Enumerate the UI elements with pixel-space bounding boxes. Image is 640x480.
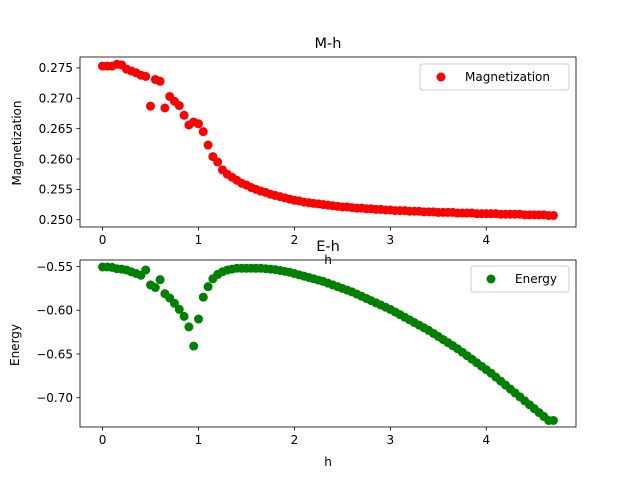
plot-mh: M-h Magnetization 0 1 2 3 4 0.250 0.255 0.260 0.… — [10, 36, 577, 267]
data-point — [198, 127, 208, 137]
data-point — [169, 298, 179, 308]
y-tick-label: −0.60 — [36, 304, 73, 318]
data-point — [203, 282, 213, 292]
x-tick-label: 0 — [99, 233, 107, 247]
data-point — [146, 101, 156, 111]
data-point — [193, 119, 203, 129]
plot-title-eh: E-h — [316, 239, 340, 255]
plot-eh: E-h Energy 0 1 2 3 4 −0.70 −0.65 −0.60 −0.55 h E… — [8, 239, 577, 469]
data-point — [141, 265, 151, 275]
y-tick-label: −0.55 — [36, 260, 73, 274]
data-point — [141, 71, 151, 81]
points-eh — [98, 262, 558, 425]
x-tick-label: 3 — [387, 233, 395, 247]
x-tick-label: 1 — [195, 433, 203, 447]
y-tick-label: 0.275 — [39, 61, 73, 75]
x-axis-label-eh: h — [324, 455, 332, 469]
x-tick-label: 2 — [291, 233, 299, 247]
data-point — [155, 76, 165, 86]
data-point — [189, 341, 199, 351]
legend-marker-magnetization — [436, 72, 446, 82]
x-tick-label: 4 — [482, 433, 490, 447]
data-point — [203, 140, 213, 150]
x-tick-label: 4 — [482, 233, 490, 247]
legend-box-eh — [470, 265, 570, 293]
data-point — [198, 292, 208, 302]
data-point — [184, 322, 194, 332]
ticks-eh: 0 1 2 3 4 −0.70 −0.65 −0.60 −0.55 — [36, 260, 490, 447]
data-point — [150, 283, 160, 293]
x-tick-label: 2 — [291, 433, 299, 447]
data-point — [179, 311, 189, 321]
plot-frame-mh — [79, 56, 577, 228]
legend-mh: Magnetization — [419, 63, 570, 91]
data-point — [155, 275, 165, 285]
legend-eh: Energy — [470, 265, 570, 293]
y-tick-label: 0.265 — [39, 122, 73, 136]
y-axis-label-mh: Magnetization — [10, 101, 24, 186]
y-tick-label: 0.250 — [39, 213, 73, 227]
legend-marker-energy — [486, 274, 496, 284]
y-tick-label: −0.70 — [36, 391, 73, 405]
plot-title-mh: M-h — [315, 36, 342, 52]
data-point — [174, 101, 184, 111]
x-tick-label: 1 — [195, 233, 203, 247]
plot-frame-eh — [79, 259, 577, 428]
data-point — [160, 103, 170, 113]
data-point — [193, 314, 203, 324]
data-point — [213, 157, 223, 167]
legend-label-energy: Energy — [515, 272, 557, 286]
data-point — [179, 110, 189, 120]
ticks-mh: 0 1 2 3 4 0.250 0.255 0.260 0.265 0.270 0.275 — [39, 61, 490, 247]
data-point — [548, 210, 558, 220]
legend-box-mh — [419, 63, 570, 91]
y-tick-label: −0.65 — [36, 347, 73, 361]
data-point — [174, 304, 184, 314]
y-tick-label: 0.255 — [39, 183, 73, 197]
y-axis-label-eh: Energy — [8, 324, 22, 366]
x-tick-label: 3 — [387, 433, 395, 447]
x-tick-label: 0 — [99, 433, 107, 447]
y-tick-label: 0.260 — [39, 152, 73, 166]
legend-label-magnetization: Magnetization — [465, 70, 550, 84]
data-point — [548, 415, 558, 425]
points-mh — [98, 59, 558, 220]
y-tick-label: 0.270 — [39, 92, 73, 106]
